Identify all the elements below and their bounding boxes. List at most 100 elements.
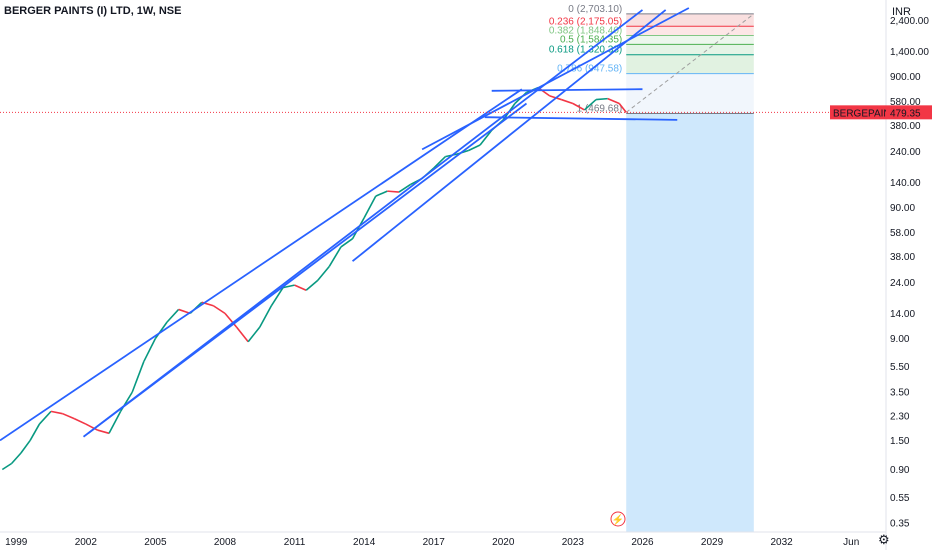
price-segment bbox=[618, 102, 627, 113]
chart-title: BERGER PAINTS (I) LTD, 1W, NSE bbox=[4, 5, 182, 17]
trendline bbox=[484, 116, 678, 121]
y-tick-label: 2.30 bbox=[890, 412, 910, 423]
y-tick-label: 9.00 bbox=[890, 334, 910, 345]
y-tick-label: 90.00 bbox=[890, 203, 915, 214]
trendline bbox=[0, 88, 523, 442]
y-tick-label: 380.00 bbox=[890, 121, 921, 132]
ticker-badge bbox=[830, 105, 886, 120]
fibonacci-retracement[interactable]: 0 (2,703.10)0.236 (2,175.05)0.382 (1,848… bbox=[549, 4, 755, 115]
trendlines[interactable] bbox=[0, 7, 690, 442]
price-segment bbox=[596, 97, 608, 101]
price-segment bbox=[270, 287, 284, 307]
price-segment bbox=[38, 410, 52, 425]
price-badge bbox=[886, 105, 932, 120]
price-segment bbox=[11, 452, 22, 465]
fib-band bbox=[626, 35, 754, 45]
trendline bbox=[87, 9, 644, 435]
price-segment bbox=[143, 338, 157, 362]
y-tick-label: 14.00 bbox=[890, 309, 915, 320]
price-segment bbox=[20, 439, 31, 454]
fib-level-label: 0.382 (1,848.40) bbox=[549, 26, 622, 37]
y-tick-label: 58.00 bbox=[890, 228, 915, 239]
fib-band bbox=[626, 54, 754, 74]
price-segment bbox=[317, 265, 330, 281]
x-tick-label: 2026 bbox=[631, 537, 654, 548]
x-tick-label: 2020 bbox=[492, 537, 515, 548]
y-tick-label: 38.00 bbox=[890, 252, 915, 263]
y-tick-label: 900.00 bbox=[890, 72, 921, 83]
y-tick-label: 0.55 bbox=[890, 493, 910, 504]
price-segment bbox=[479, 129, 493, 146]
x-tick-label: Jun bbox=[843, 537, 859, 548]
trendline bbox=[421, 7, 690, 151]
ticker-label: BERGEPAINT bbox=[833, 108, 897, 119]
price-segment bbox=[433, 156, 446, 169]
price-segment bbox=[572, 102, 585, 111]
price-value-label: 479.35 bbox=[890, 108, 921, 119]
fib-band bbox=[626, 13, 754, 27]
fib-band bbox=[626, 73, 754, 114]
y-tick-label: 24.00 bbox=[890, 278, 915, 289]
lightning-icon bbox=[610, 511, 626, 527]
trendline bbox=[351, 9, 667, 262]
price-segment bbox=[561, 98, 574, 105]
price-segment bbox=[387, 190, 399, 193]
gear-icon[interactable]: ⚙ bbox=[878, 532, 890, 547]
price-segment bbox=[85, 423, 98, 431]
x-tick-label: 2023 bbox=[562, 537, 585, 548]
fib-trend-line bbox=[625, 13, 755, 113]
price-segment bbox=[235, 326, 249, 343]
price-segment bbox=[108, 410, 122, 434]
x-tick-label: 2017 bbox=[423, 537, 446, 548]
price-segment bbox=[340, 238, 354, 248]
price-segment bbox=[363, 195, 377, 219]
x-tick-label: 2008 bbox=[214, 537, 237, 548]
price-segment bbox=[282, 284, 295, 289]
price-segment bbox=[583, 98, 597, 111]
x-tick-label: 2014 bbox=[353, 537, 376, 548]
price-segment bbox=[73, 417, 87, 425]
price-segment bbox=[259, 305, 273, 328]
price-segment bbox=[97, 429, 110, 435]
fib-level-label: 0.236 (2,175.05) bbox=[549, 16, 622, 27]
price-segment bbox=[166, 308, 180, 323]
price-segment bbox=[468, 144, 481, 152]
y-tick-label: 140.00 bbox=[890, 178, 921, 189]
price-segment bbox=[294, 284, 307, 292]
price-series bbox=[1, 86, 627, 471]
projection-zone bbox=[626, 112, 754, 533]
price-segment bbox=[212, 305, 226, 315]
fib-level-label: 0.618 (1,320.33) bbox=[549, 45, 622, 56]
price-segment bbox=[29, 423, 41, 441]
price-segment bbox=[305, 279, 319, 291]
price-segment bbox=[375, 190, 388, 197]
price-segment bbox=[398, 183, 411, 193]
price-segment bbox=[607, 97, 620, 105]
y-tick-label: 1,400.00 bbox=[890, 47, 929, 58]
fib-level-label: 0.786 (947.58) bbox=[557, 64, 622, 75]
price-segment bbox=[154, 321, 168, 339]
lightning-icon-glyph: ⚡ bbox=[612, 513, 624, 526]
price-segment bbox=[131, 361, 145, 393]
price-segment bbox=[1, 462, 13, 471]
fib-level-label: 0 (2,703.10) bbox=[568, 4, 622, 15]
y-tick-label: 0.35 bbox=[890, 519, 910, 530]
y-tick-label: 5.50 bbox=[890, 362, 910, 373]
projection-layer bbox=[626, 112, 754, 533]
price-segment bbox=[351, 217, 365, 240]
price-segment bbox=[247, 326, 261, 343]
fib-level-label: 0.5 (1,584.35) bbox=[560, 34, 622, 45]
y-tick-label: 3.50 bbox=[890, 388, 910, 399]
x-tick-label: 2029 bbox=[701, 537, 724, 548]
x-tick-label: 2011 bbox=[284, 537, 306, 548]
price-segment bbox=[224, 312, 238, 328]
x-tick-label: 1999 bbox=[5, 537, 28, 548]
y-tick-label: 1.50 bbox=[890, 436, 910, 447]
fib-band bbox=[626, 44, 754, 55]
price-segment bbox=[50, 410, 63, 415]
y-tick-label: 2,400.00 bbox=[890, 16, 929, 27]
y-tick-label: 0.90 bbox=[890, 465, 910, 476]
